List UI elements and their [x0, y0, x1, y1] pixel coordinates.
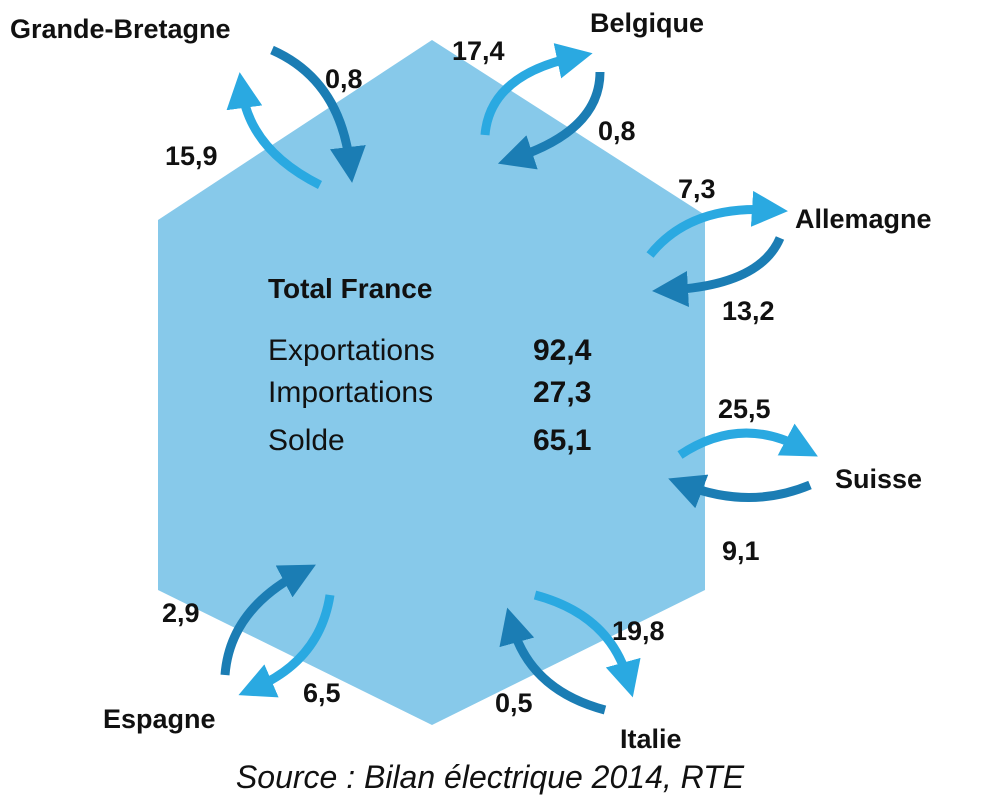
- country-label: Belgique: [590, 8, 704, 38]
- export-value: 17,4: [452, 36, 505, 66]
- import-arrow: [497, 71, 605, 170]
- export-value: 6,5: [303, 678, 341, 708]
- import-arrow: [652, 236, 785, 307]
- export-value: 15,9: [165, 141, 218, 171]
- export-arrow: [226, 72, 323, 190]
- export-value: 7,3: [678, 174, 716, 204]
- export-value: 25,5: [718, 394, 771, 424]
- country-label: Suisse: [835, 464, 922, 494]
- import-value: 0,8: [325, 64, 363, 94]
- source: Source : Bilan électrique 2014, RTE: [236, 759, 745, 795]
- import-value: 9,1: [722, 536, 760, 566]
- import-value: 0,8: [598, 116, 636, 146]
- export-arrow: [533, 590, 641, 698]
- total-label: Exportations: [268, 334, 435, 367]
- export-arrow: [238, 594, 335, 698]
- hexagon: [158, 40, 705, 725]
- export-arrow: [646, 190, 788, 258]
- total-title: Total France: [268, 273, 432, 304]
- import-value: 0,5: [495, 688, 533, 718]
- import-arrow: [270, 45, 366, 183]
- export-arrow: [677, 423, 818, 459]
- total-label: Importations: [268, 376, 433, 409]
- country-label: Italie: [620, 724, 682, 754]
- total-label: Solde: [268, 424, 345, 457]
- import-arrow: [499, 607, 607, 715]
- country-label: Espagne: [103, 704, 216, 734]
- import-value: 2,9: [162, 598, 200, 628]
- import-value: 13,2: [722, 296, 775, 326]
- import-arrow: [668, 474, 812, 509]
- total-value: 65,1: [533, 424, 591, 457]
- export-arrow: [480, 43, 593, 136]
- import-arrow: [220, 564, 316, 676]
- total-value: 92,4: [533, 334, 592, 367]
- arrows: [220, 43, 818, 715]
- country-label: Allemagne: [795, 204, 932, 234]
- country-label: Grande-Bretagne: [10, 14, 231, 44]
- total-value: 27,3: [533, 376, 591, 409]
- export-value: 19,8: [612, 616, 665, 646]
